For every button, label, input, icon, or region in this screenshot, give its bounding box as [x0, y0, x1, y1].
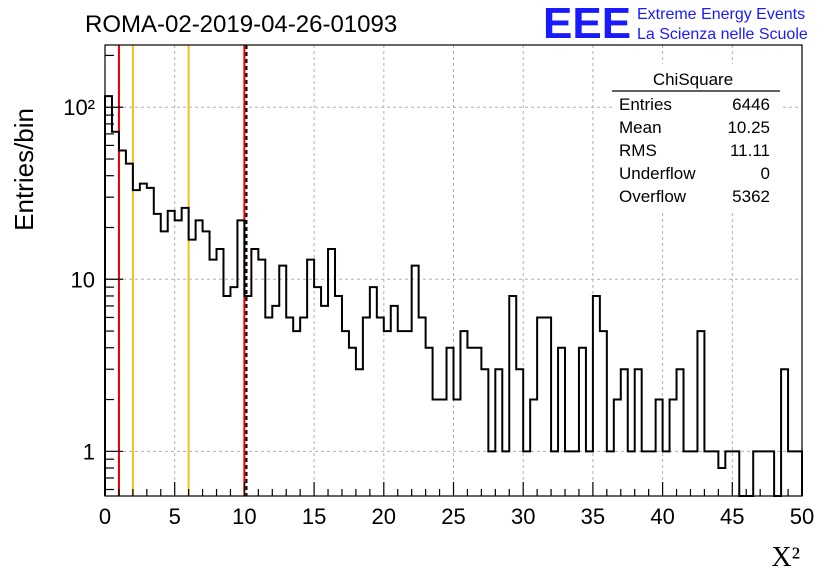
- x-tick-label: 50: [790, 504, 814, 529]
- x-tick-label: 15: [302, 504, 326, 529]
- stats-box-bg: [612, 64, 780, 212]
- stats-rows: Entries 6446 Mean 10.25 RMS 11.11 Underflow 0 Ov…: [619, 95, 770, 206]
- x-tick-label: 0: [99, 504, 111, 529]
- eee-logo-line1: Extreme Energy Events: [637, 6, 805, 23]
- x-tick-label: 20: [372, 504, 396, 529]
- y-axis-label: Entries/bin: [9, 108, 39, 231]
- stats-row-value: 5362: [732, 187, 770, 206]
- grid: [104, 45, 803, 496]
- chart-title: ROMA-02-2019-04-26-01093: [85, 11, 397, 38]
- y-tick-label: 10: [71, 267, 95, 292]
- stats-box: ChiSquare Entries 6446 Mean 10.25 RMS 11.11 Un…: [612, 64, 780, 212]
- stats-row-value: 0: [761, 164, 770, 183]
- cut-lines: [117, 45, 248, 496]
- stats-row-value: 11.11: [730, 141, 770, 160]
- histogram-line: [104, 95, 803, 497]
- x-tick-label: 10: [232, 504, 256, 529]
- y-tick-label: 1: [83, 439, 95, 464]
- x-tick-label: 5: [169, 504, 181, 529]
- stats-row-label: Mean: [619, 118, 662, 137]
- stats-row-value: 6446: [732, 95, 770, 114]
- stats-row-label: Overflow: [619, 187, 687, 206]
- y-tick-label: 10²: [63, 95, 95, 120]
- x-tick-label: 40: [650, 504, 674, 529]
- x-tick-label: 30: [511, 504, 535, 529]
- x-tick-label: 35: [581, 504, 605, 529]
- stats-row-label: RMS: [619, 141, 657, 160]
- x-tick-label: 25: [441, 504, 465, 529]
- axes: 0 5 10 15 20 25 30 35 40 45 50 1 10 10²: [63, 54, 814, 529]
- stats-row-label: Entries: [619, 95, 672, 114]
- eee-logo-mark: EEE: [543, 0, 631, 48]
- eee-logo-line2: La Scienza nelle Scuole: [637, 26, 808, 43]
- stats-title: ChiSquare: [653, 70, 733, 89]
- eee-logo: EEE Extreme Energy Events La Scienza nel…: [543, 0, 808, 48]
- stats-row-label: Underflow: [619, 164, 696, 183]
- stats-row-value: 10.25: [727, 118, 770, 137]
- x-tick-label: 45: [720, 504, 744, 529]
- x-axis-label: X²: [771, 542, 800, 572]
